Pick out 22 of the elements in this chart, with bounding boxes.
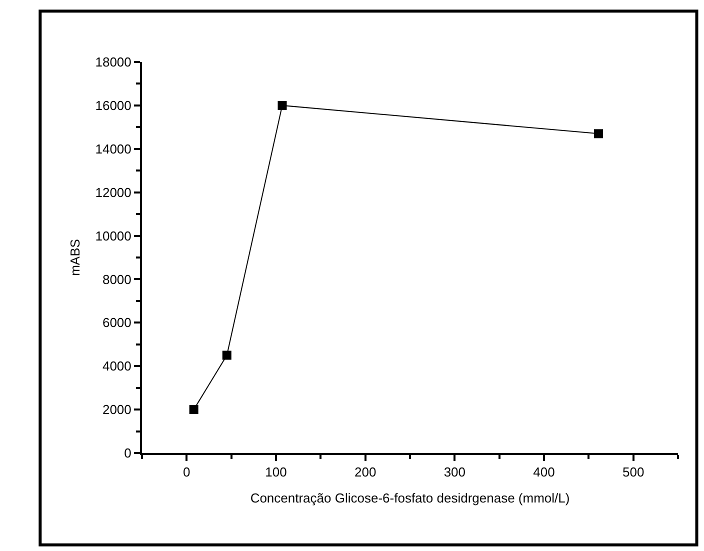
x-axis-title: Concentração Glicose-6-fosfato desidrgenase (mmol/L) [250, 490, 570, 506]
y-tick-label: 12000 [95, 184, 132, 200]
y-tick-label: 0 [124, 446, 132, 461]
point [222, 350, 232, 360]
x-tick-label: 300 [444, 464, 466, 480]
y-tick-label: 18000 [95, 54, 132, 70]
x-tick-label: 400 [533, 464, 555, 480]
y-tick-label: 4000 [102, 358, 132, 374]
x-tick-label: 200 [354, 464, 376, 480]
y-tick-label: 16000 [95, 98, 132, 113]
x-tick-label: 100 [265, 464, 287, 480]
y-tick-label: 10000 [95, 228, 132, 244]
x-tick-label: 500 [622, 464, 644, 480]
y-tick-label: 14000 [95, 141, 132, 156]
y-axis-title: mABS [68, 238, 83, 276]
y-tick-label: 2000 [102, 402, 132, 418]
point [189, 405, 198, 414]
point [594, 129, 603, 138]
x-tick-label: 0 [183, 464, 190, 480]
y-tick-label: 6000 [102, 315, 132, 330]
point [278, 100, 287, 110]
y-tick-label: 8000 [102, 272, 132, 287]
